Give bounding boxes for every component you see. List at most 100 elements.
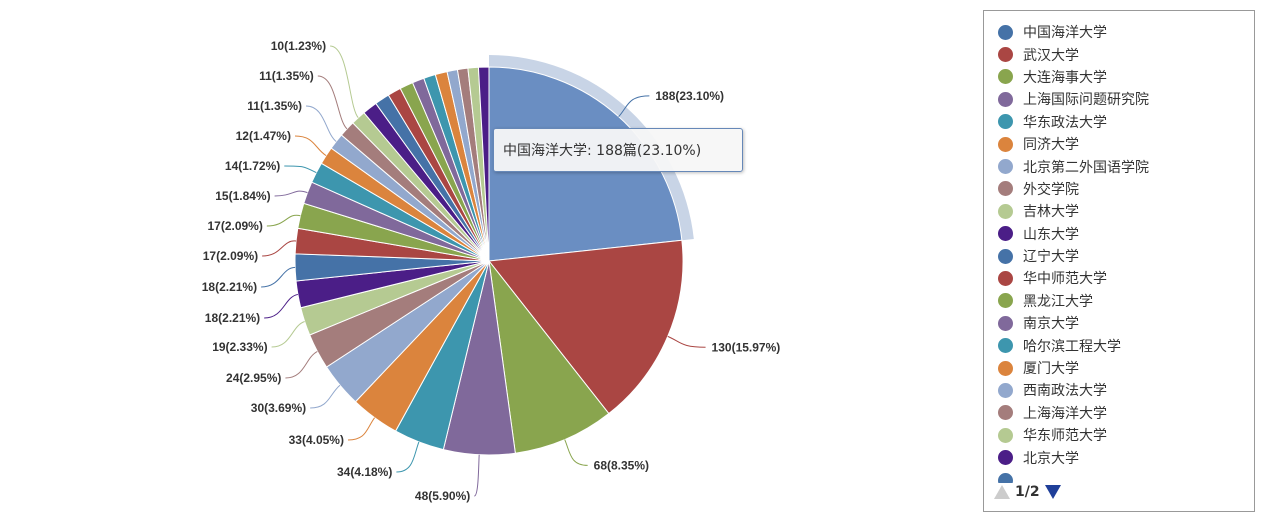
data-label: 17(2.09%) bbox=[207, 219, 262, 233]
data-label: 18(2.21%) bbox=[205, 311, 260, 325]
legend-item[interactable]: 山东大学 bbox=[984, 223, 1254, 245]
data-label-connector bbox=[329, 45, 359, 119]
legend-item[interactable]: 同济大学 bbox=[984, 133, 1254, 155]
data-label-connector bbox=[284, 165, 317, 174]
pie-slice-2[interactable] bbox=[488, 239, 684, 415]
data-label-connector bbox=[667, 335, 706, 348]
legend-item[interactable]: 厦门大学 bbox=[984, 357, 1254, 379]
legend-label: 北京第二外国语学院 bbox=[1023, 159, 1149, 176]
legend-item[interactable]: 吉林大学 bbox=[984, 200, 1254, 222]
legend-marker bbox=[998, 69, 1013, 85]
legend-item[interactable]: 哈尔滨工程大学 bbox=[984, 334, 1254, 356]
legend-list: 中国海洋大学 武汉大学大连海事大学上海国际问题研究院 华东政法大学同济大学北京第二外… bbox=[984, 21, 1254, 483]
legend-label: 武汉大学 bbox=[1023, 47, 1079, 64]
triangle-down-icon[interactable] bbox=[1044, 485, 1061, 499]
data-label: 14(1.72%) bbox=[225, 159, 280, 173]
legend-pager: 1/2 bbox=[994, 481, 1061, 503]
data-label: 34(4.18%) bbox=[337, 465, 392, 479]
legend-label: 同济大学 bbox=[1023, 137, 1079, 154]
data-label-connector bbox=[564, 439, 588, 466]
legend-item[interactable]: 华东师范大学 bbox=[984, 424, 1254, 446]
legend-label: 外交学院 bbox=[1023, 181, 1079, 198]
legend-marker bbox=[998, 203, 1013, 219]
chart-tooltip: 中国海洋大学: 188篇(23.10%) bbox=[493, 128, 743, 172]
legend-label: 大连海事大学 bbox=[1023, 69, 1107, 86]
legend-label: 哈尔滨工程大学 bbox=[1023, 338, 1121, 355]
legend-marker bbox=[998, 472, 1013, 483]
legend-item[interactable]: 华中师范大学 bbox=[984, 267, 1254, 289]
data-label-connector bbox=[618, 95, 650, 118]
data-label: 17(2.09%) bbox=[203, 249, 258, 263]
legend-item[interactable]: 上海国际问题研究院 bbox=[984, 88, 1254, 110]
legend-marker bbox=[998, 315, 1013, 331]
legend-label: 华中师范大学 bbox=[1023, 271, 1107, 288]
data-label-connector bbox=[473, 454, 480, 497]
legend-label: 中国海洋大学 bbox=[1023, 25, 1107, 42]
legend-marker bbox=[998, 91, 1013, 107]
data-label-connector bbox=[285, 350, 318, 379]
data-label-connector bbox=[264, 293, 299, 319]
legend-marker bbox=[998, 360, 1013, 376]
legend-label: 黑龙江大学 bbox=[1023, 293, 1093, 310]
legend-marker bbox=[998, 405, 1013, 421]
legend-label: 厦门大学 bbox=[1023, 361, 1079, 378]
data-label-connector bbox=[274, 190, 308, 197]
pie-slice-30[interactable] bbox=[477, 66, 490, 262]
legend-item[interactable]: 上海海洋大学 bbox=[984, 402, 1254, 424]
legend-label: 北京大学 bbox=[1023, 450, 1079, 467]
legend-marker bbox=[998, 427, 1013, 443]
legend-item[interactable]: 武汉大学 bbox=[984, 43, 1254, 65]
legend-item[interactable]: 南京大学 bbox=[984, 312, 1254, 334]
legend-marker bbox=[998, 248, 1013, 264]
legend-item[interactable]: 北京第二外国语学院 bbox=[984, 155, 1254, 177]
legend-marker bbox=[998, 382, 1013, 398]
data-label: 188(23.10%) bbox=[655, 89, 724, 103]
legend-item[interactable]: 华东政法大学 bbox=[984, 111, 1254, 133]
data-label: 11(1.35%) bbox=[247, 99, 302, 113]
data-label: 48(5.90%) bbox=[415, 489, 470, 503]
legend-page-indicator: 1/2 bbox=[1015, 484, 1040, 500]
data-label: 68(8.35%) bbox=[594, 458, 649, 472]
legend-item[interactable]: 西南政法大学 bbox=[984, 379, 1254, 401]
data-label-connector bbox=[317, 75, 348, 130]
legend-label: 吉林大学 bbox=[1023, 204, 1079, 221]
legend-item[interactable]: 中国海洋大学 bbox=[984, 21, 1254, 43]
legend-marker bbox=[998, 293, 1013, 309]
chart-legend: 中国海洋大学 武汉大学大连海事大学上海国际问题研究院 华东政法大学同济大学北京第二外… bbox=[983, 10, 1255, 512]
pie-slice-3[interactable] bbox=[488, 259, 610, 454]
data-label-connector bbox=[266, 214, 301, 227]
legend-marker bbox=[998, 338, 1013, 354]
legend-marker bbox=[998, 136, 1013, 152]
legend-marker bbox=[998, 47, 1013, 63]
data-label: 11(1.35%) bbox=[259, 69, 314, 83]
legend-item[interactable] bbox=[984, 469, 1254, 483]
legend-item[interactable]: 北京大学 bbox=[984, 446, 1254, 468]
legend-item[interactable]: 黑龙江大学 bbox=[984, 290, 1254, 312]
data-label-connector bbox=[310, 384, 341, 409]
legend-label: 华东师范大学 bbox=[1023, 428, 1107, 445]
data-label-connector bbox=[396, 441, 420, 473]
legend-marker bbox=[998, 270, 1013, 286]
data-label: 33(4.05%) bbox=[289, 433, 344, 447]
data-label: 19(2.33%) bbox=[212, 340, 267, 354]
data-label-connector bbox=[261, 266, 296, 288]
data-label: 24(2.95%) bbox=[226, 371, 281, 385]
legend-label: 山东大学 bbox=[1023, 226, 1079, 243]
legend-marker bbox=[998, 114, 1013, 130]
data-label-connector bbox=[294, 135, 327, 157]
triangle-up-icon[interactable] bbox=[994, 485, 1010, 499]
data-label: 130(15.97%) bbox=[712, 340, 781, 354]
data-label-connector bbox=[271, 321, 305, 348]
legend-label: 上海海洋大学 bbox=[1023, 405, 1107, 422]
legend-marker bbox=[998, 450, 1013, 466]
legend-marker bbox=[998, 24, 1013, 40]
legend-item[interactable]: 大连海事大学 bbox=[984, 66, 1254, 88]
legend-label: 西南政法大学 bbox=[1023, 383, 1107, 400]
data-label: 18(2.21%) bbox=[202, 280, 257, 294]
legend-marker bbox=[998, 181, 1013, 197]
legend-item[interactable]: 辽宁大学 bbox=[984, 245, 1254, 267]
legend-marker bbox=[998, 226, 1013, 242]
legend-marker bbox=[998, 159, 1013, 175]
data-label: 15(1.84%) bbox=[215, 189, 270, 203]
legend-item[interactable]: 外交学院 bbox=[984, 178, 1254, 200]
